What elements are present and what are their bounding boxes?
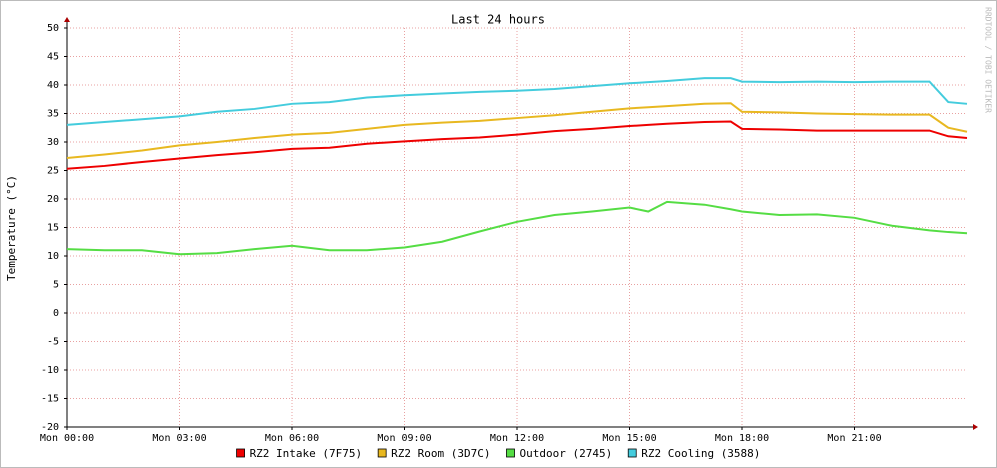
legend-label: RZ2 Room (3D7C) [391, 447, 490, 460]
x-tick-label: Mon 06:00 [265, 433, 319, 444]
y-axis-label: Temperature (°C) [5, 175, 18, 281]
series-line [66, 120, 968, 170]
x-tick-label: Mon 18:00 [715, 433, 769, 444]
x-tick-label: Mon 21:00 [827, 433, 881, 444]
x-tick-label: Mon 03:00 [152, 433, 206, 444]
y-tick-label: -20 [41, 422, 59, 433]
series-line [66, 102, 968, 159]
y-tick-label: 5 [53, 280, 59, 291]
y-tick-label: -5 [47, 337, 59, 348]
y-tick-label: 0 [53, 308, 59, 319]
y-tick-label: 10 [47, 251, 59, 262]
series-line [66, 77, 968, 126]
legend-label: Outdoor (2745) [520, 447, 613, 460]
watermark: RRDTOOL / TOBI OETIKER [984, 7, 993, 113]
y-tick-label: 25 [47, 166, 59, 177]
chart-title: Last 24 hours [451, 13, 545, 27]
y-tick-label: 15 [47, 223, 59, 234]
x-tick-label: Mon 09:00 [377, 433, 431, 444]
y-tick-label: 50 [47, 23, 59, 34]
legend-swatch [377, 448, 387, 458]
y-tick-label: 40 [47, 80, 59, 91]
y-axis-arrow [64, 17, 70, 22]
y-tick-label: 35 [47, 109, 59, 120]
x-tick-label: Mon 15:00 [602, 433, 656, 444]
x-tick-label: Mon 12:00 [490, 433, 544, 444]
x-tick-label: Mon 00:00 [40, 433, 94, 444]
legend-label: RZ2 Intake (7F75) [250, 447, 363, 460]
legend-swatch [627, 448, 637, 458]
legend-swatch [236, 448, 245, 458]
y-tick-label: 45 [47, 52, 59, 63]
series-line [66, 200, 968, 256]
y-tick-label: 30 [47, 137, 59, 148]
y-tick-label: 20 [47, 194, 59, 205]
legend-label: RZ2 Cooling (3588) [641, 447, 760, 460]
y-tick-label: -15 [41, 394, 59, 405]
x-axis-arrow [973, 424, 978, 430]
y-tick-label: -10 [41, 365, 59, 376]
legend-swatch [506, 448, 515, 458]
